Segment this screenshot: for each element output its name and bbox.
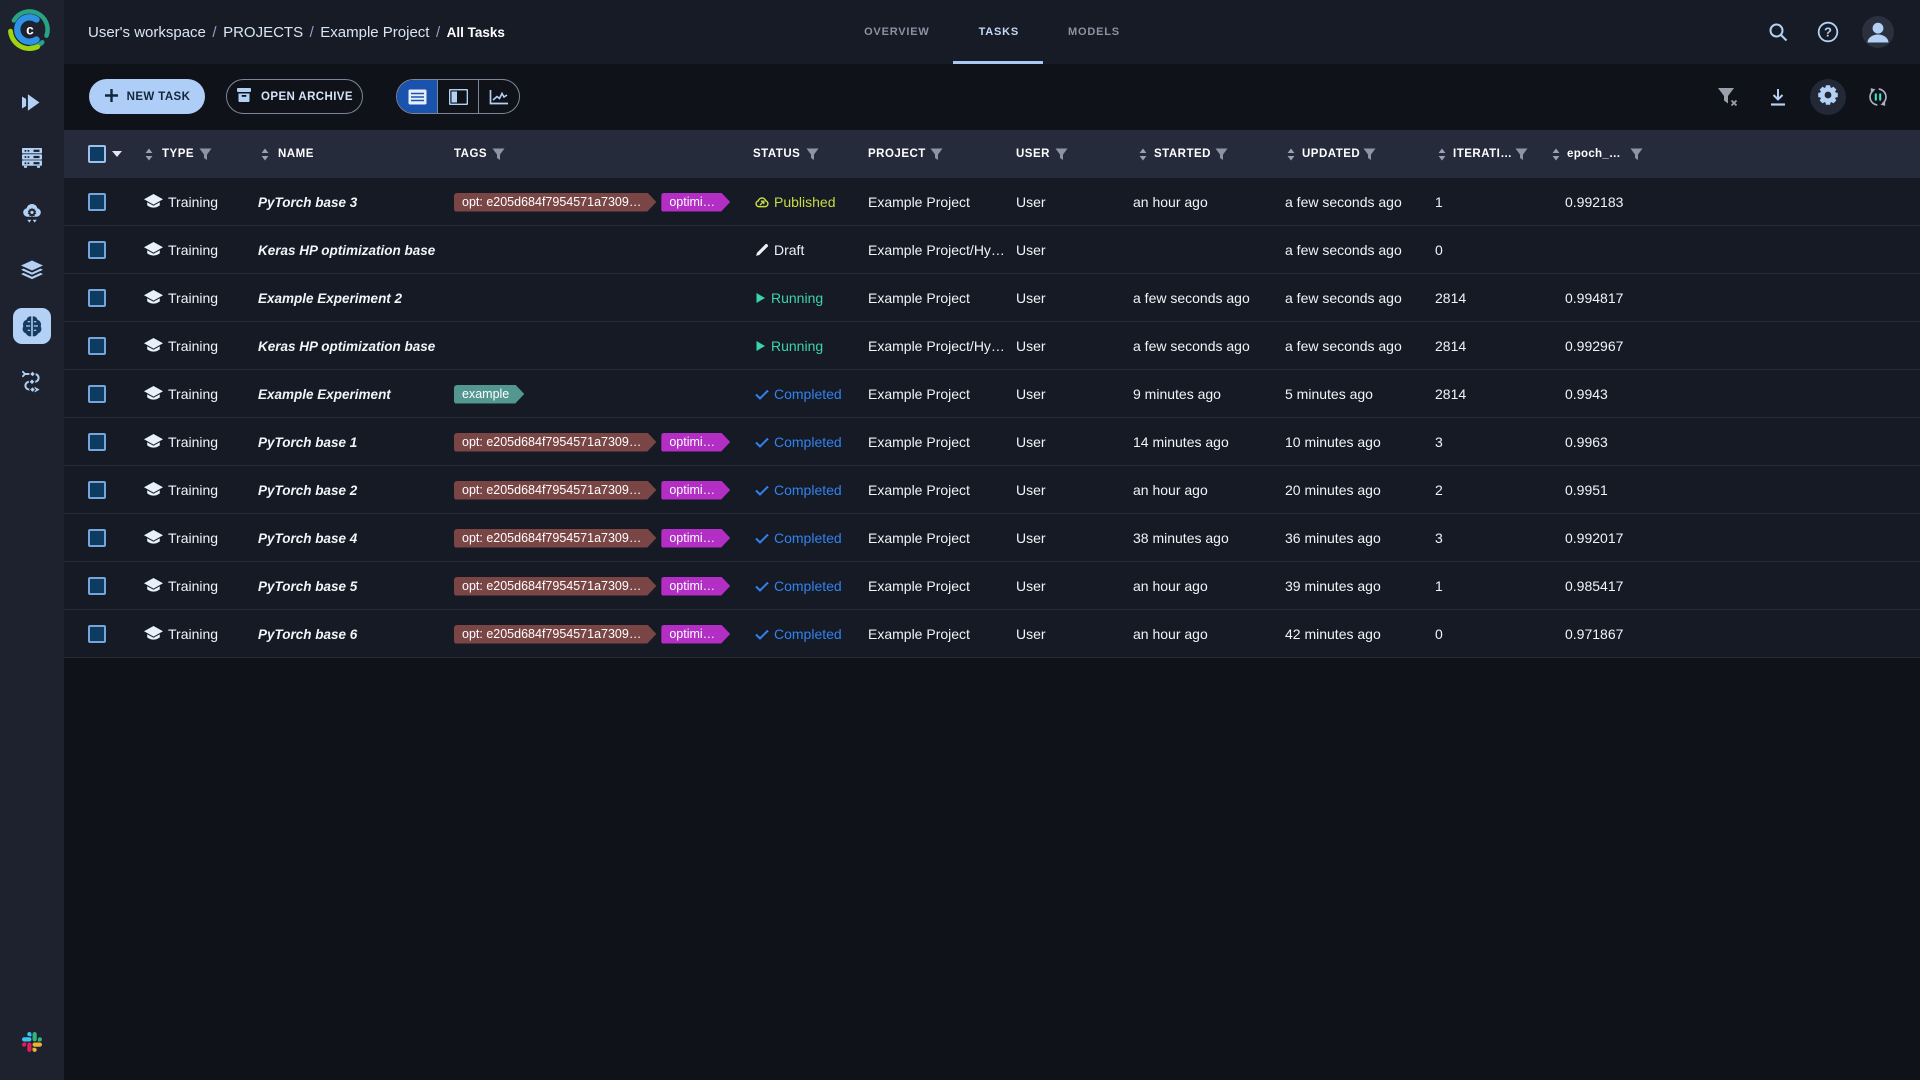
svg-text:c: c [26, 22, 34, 37]
svg-text:?: ? [1824, 25, 1832, 40]
